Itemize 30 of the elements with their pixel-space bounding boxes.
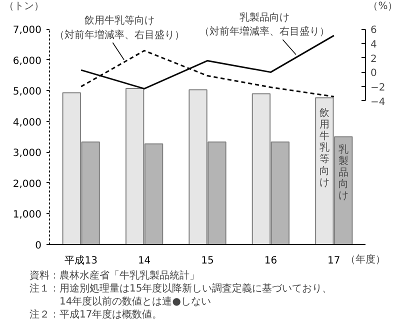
y2-tick-label: 2 [370, 54, 377, 65]
x-tick-label: 平成13 [64, 254, 98, 266]
text: 注２：平成17年度は概数値。 [30, 308, 162, 320]
x-axis-title: （年度） [346, 254, 386, 266]
y-tick-label: 3,000 [12, 148, 42, 160]
y-tick-label: 4,000 [12, 117, 42, 128]
x-tick-label: 17 [328, 256, 340, 266]
y-tick-label: 6,000 [12, 56, 42, 67]
y-axis-title: （トン） [4, 1, 44, 12]
series-label: 乳製品向け（対前年増減率、右目盛り） [199, 11, 330, 38]
text: 注１：用途別処理量は15年度以降新しい調査定義に基づいており、 [30, 282, 332, 294]
text: 14年度以前の数値とは連●しない [30, 296, 211, 308]
text: 資料：農林水産省「牛乳乳製品統計」 [30, 270, 200, 282]
y-tick-label: 2,000 [12, 178, 42, 190]
y2-tick-label: 0 [370, 68, 377, 80]
y-tick-label: 0 [35, 240, 42, 252]
y-tick-label: 7,000 [12, 25, 42, 36]
y-tick-label: 5,000 [12, 86, 42, 98]
x-tick-label: 15 [201, 256, 214, 266]
y2-tick-label: −4 [370, 96, 386, 108]
y2-tick-label: −2 [370, 82, 386, 94]
y2-tick-label: 6 [370, 25, 377, 36]
x-tick-label: 16 [264, 256, 278, 266]
y2-axis-title: （%） [368, 1, 398, 12]
text: 飲用牛乳等向け（対前年増減率、右目盛り） [54, 14, 185, 41]
series-label: 乳製品向け [338, 143, 348, 202]
y-tick-label: 1,000 [12, 210, 42, 221]
series-label: 飲用牛乳等向け [319, 108, 330, 188]
y2-tick-label: 4 [370, 39, 377, 50]
x-tick-label: 14 [138, 256, 151, 266]
